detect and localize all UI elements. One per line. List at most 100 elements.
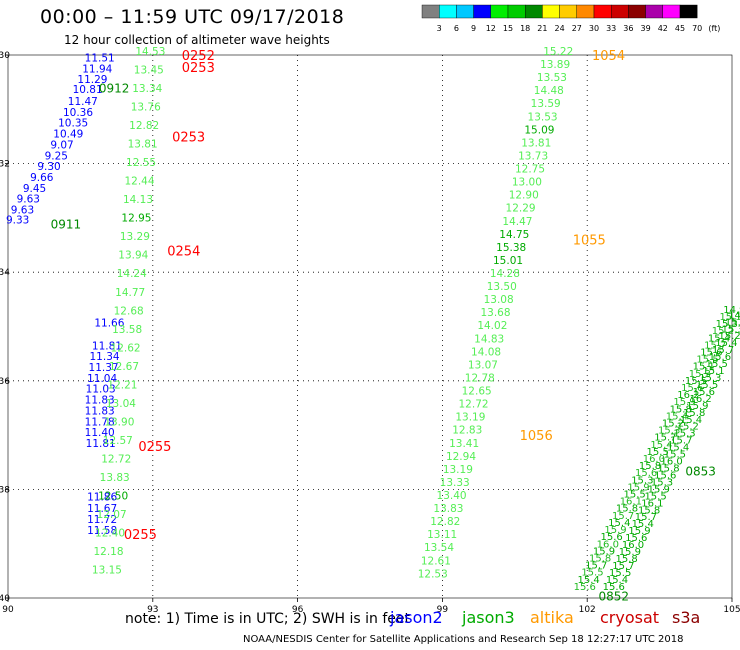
pass-label-cryosat: 0252 [182,49,215,64]
point-label-jason2: 11.86 [87,491,117,503]
plot-frame [7,54,733,599]
point-label-s3a: 15.3 [689,369,711,380]
point-label-jason3: 14.02 [477,320,507,332]
point-label-s3a: 15.6 [635,468,657,479]
colorbar-swatch [473,4,492,19]
point-label-s3a: 15.5 [644,491,666,502]
colorbar-swatch [593,4,612,19]
colorbar-swatch [662,4,681,19]
point-label-jason3: 13.19 [443,464,473,476]
point-label-jason3: 13.29 [120,231,150,243]
point-label-jason3: 13.53 [528,111,558,123]
grid-lines [8,55,732,598]
point-label-jason2: 9.63 [11,205,34,217]
point-label-jason3: 12.53 [418,568,448,580]
point-label-s3a: 15.6 [654,470,676,481]
point-label-jason3: 12.62 [111,342,141,354]
point-label-s3a: 15.8 [670,404,692,415]
y-tick-label: -32 [0,160,10,170]
point-label-s3a: 15.3 [631,475,653,486]
point-label-jason3: 13.41 [449,438,479,450]
chart-title: 00:00 – 11:59 UTC 09/17/2018 [40,6,345,28]
point-label-jason2: 9.07 [50,139,73,151]
colorbar-label: 6 [454,24,459,33]
point-label-jason3: 13.08 [484,294,514,306]
point-label-jason3: 14.77 [115,287,145,299]
point-label-s3a: 14.9 [728,310,740,321]
point-label-jason2: 9.63 [17,194,40,206]
point-label-s3a: 15.1 [702,366,724,377]
point-label-jason2: 9.33 [6,214,29,226]
point-label-jason3: 12.21 [107,379,137,391]
point-label-s3a: 15.6 [625,533,647,544]
point-label-jason3: 13.07 [468,359,498,371]
point-label-s3a: 15.5 [609,568,631,579]
colorbar-swatch [559,4,577,19]
point-label-jason3: 13.58 [112,324,142,336]
point-label-s3a: 15.6 [709,352,731,363]
pass-label-cryosat: 0255 [124,528,157,543]
point-label-s3a: 15.4 [666,411,688,422]
point-label-s3a: 15.9 [648,484,670,495]
colorbar-swatch [679,4,698,19]
point-label-jason3: 15.22 [543,46,573,58]
point-label-s3a: 14.9 [723,305,740,316]
colorbar-label: 36 [623,24,633,33]
point-label-s3a: 15.1 [719,312,740,323]
point-label-s3a: 15.8 [615,554,637,565]
point-label-s3a: 15.4 [577,575,599,586]
point-label-s3a: 15.8 [638,505,660,516]
point-label-s3a: 15.5 [706,359,728,370]
point-label-jason2: 10.36 [63,107,93,119]
colorbar-swatch [421,4,440,19]
point-label-jason2: 10.49 [53,129,83,141]
point-label-s3a: 15.3 [673,429,695,440]
point-label-jason2: 11.58 [87,525,117,537]
point-label-jason3: 12.83 [452,425,482,437]
point-label-s3a: 16.0 [622,540,644,551]
point-label-jason3: 12.29 [506,203,536,215]
point-label-s3a: 15.6 [574,582,596,593]
colorbar-label: 70 [692,24,702,33]
point-label-s3a: 15.4 [715,338,737,349]
point-label-jason3: 13.40 [437,490,467,502]
colorbar-label: (ft) [708,24,720,33]
point-label-jason2: 11.51 [85,53,115,65]
colorbar-label: 42 [658,24,668,33]
point-label-s3a: 15.2 [662,419,684,430]
point-label-jason3: 14.48 [534,85,564,97]
point-label-s3a: 15.5 [696,355,718,366]
point-label-s3a: 15.5 [624,490,646,501]
point-label-s3a: 15.5 [696,380,718,391]
point-label-jason3: 14.83 [474,333,504,345]
x-tick-label: 105 [723,605,740,615]
point-label-s3a: 16.1 [620,497,642,508]
point-label-s3a: 15.6 [700,348,722,359]
point-label-s3a: 15.9 [627,482,649,493]
point-label-s3a: 15.9 [673,397,695,408]
point-label-jason2: 11.83 [85,395,115,407]
point-label-jason3: 13.68 [480,307,510,319]
point-label-jason3: 15.09 [524,124,554,136]
point-label-jason2: 9.30 [37,161,60,173]
point-label-jason2: 11.40 [85,427,115,439]
point-label-jason3: 12.18 [93,546,123,558]
point-label-jason2: 11.81 [92,340,122,352]
point-label-jason2: 11.03 [86,384,116,396]
point-label-jason3: 14.47 [502,216,532,228]
colorbar-swatch [525,4,543,19]
mission-legend-jason2: jason2 [390,608,443,627]
y-tick-label: -34 [0,268,10,278]
point-label-jason3: 14.28 [490,268,520,280]
colorbar-swatch [490,4,509,19]
point-label-jason2: 10.35 [58,118,88,130]
y-tick-label: -38 [0,485,10,495]
point-label-s3a: 15.4 [708,333,730,344]
point-label-s3a: 15.6 [693,387,715,398]
point-label-s3a: 16.1 [641,498,663,509]
colorbar-label: 12 [486,24,496,33]
point-label-jason3: 13.59 [531,98,561,110]
mission-legend-cryosat: cryosat [600,608,660,627]
point-label-s3a: 15.9 [628,526,650,537]
mission-legend-jason3: jason3 [462,608,515,627]
